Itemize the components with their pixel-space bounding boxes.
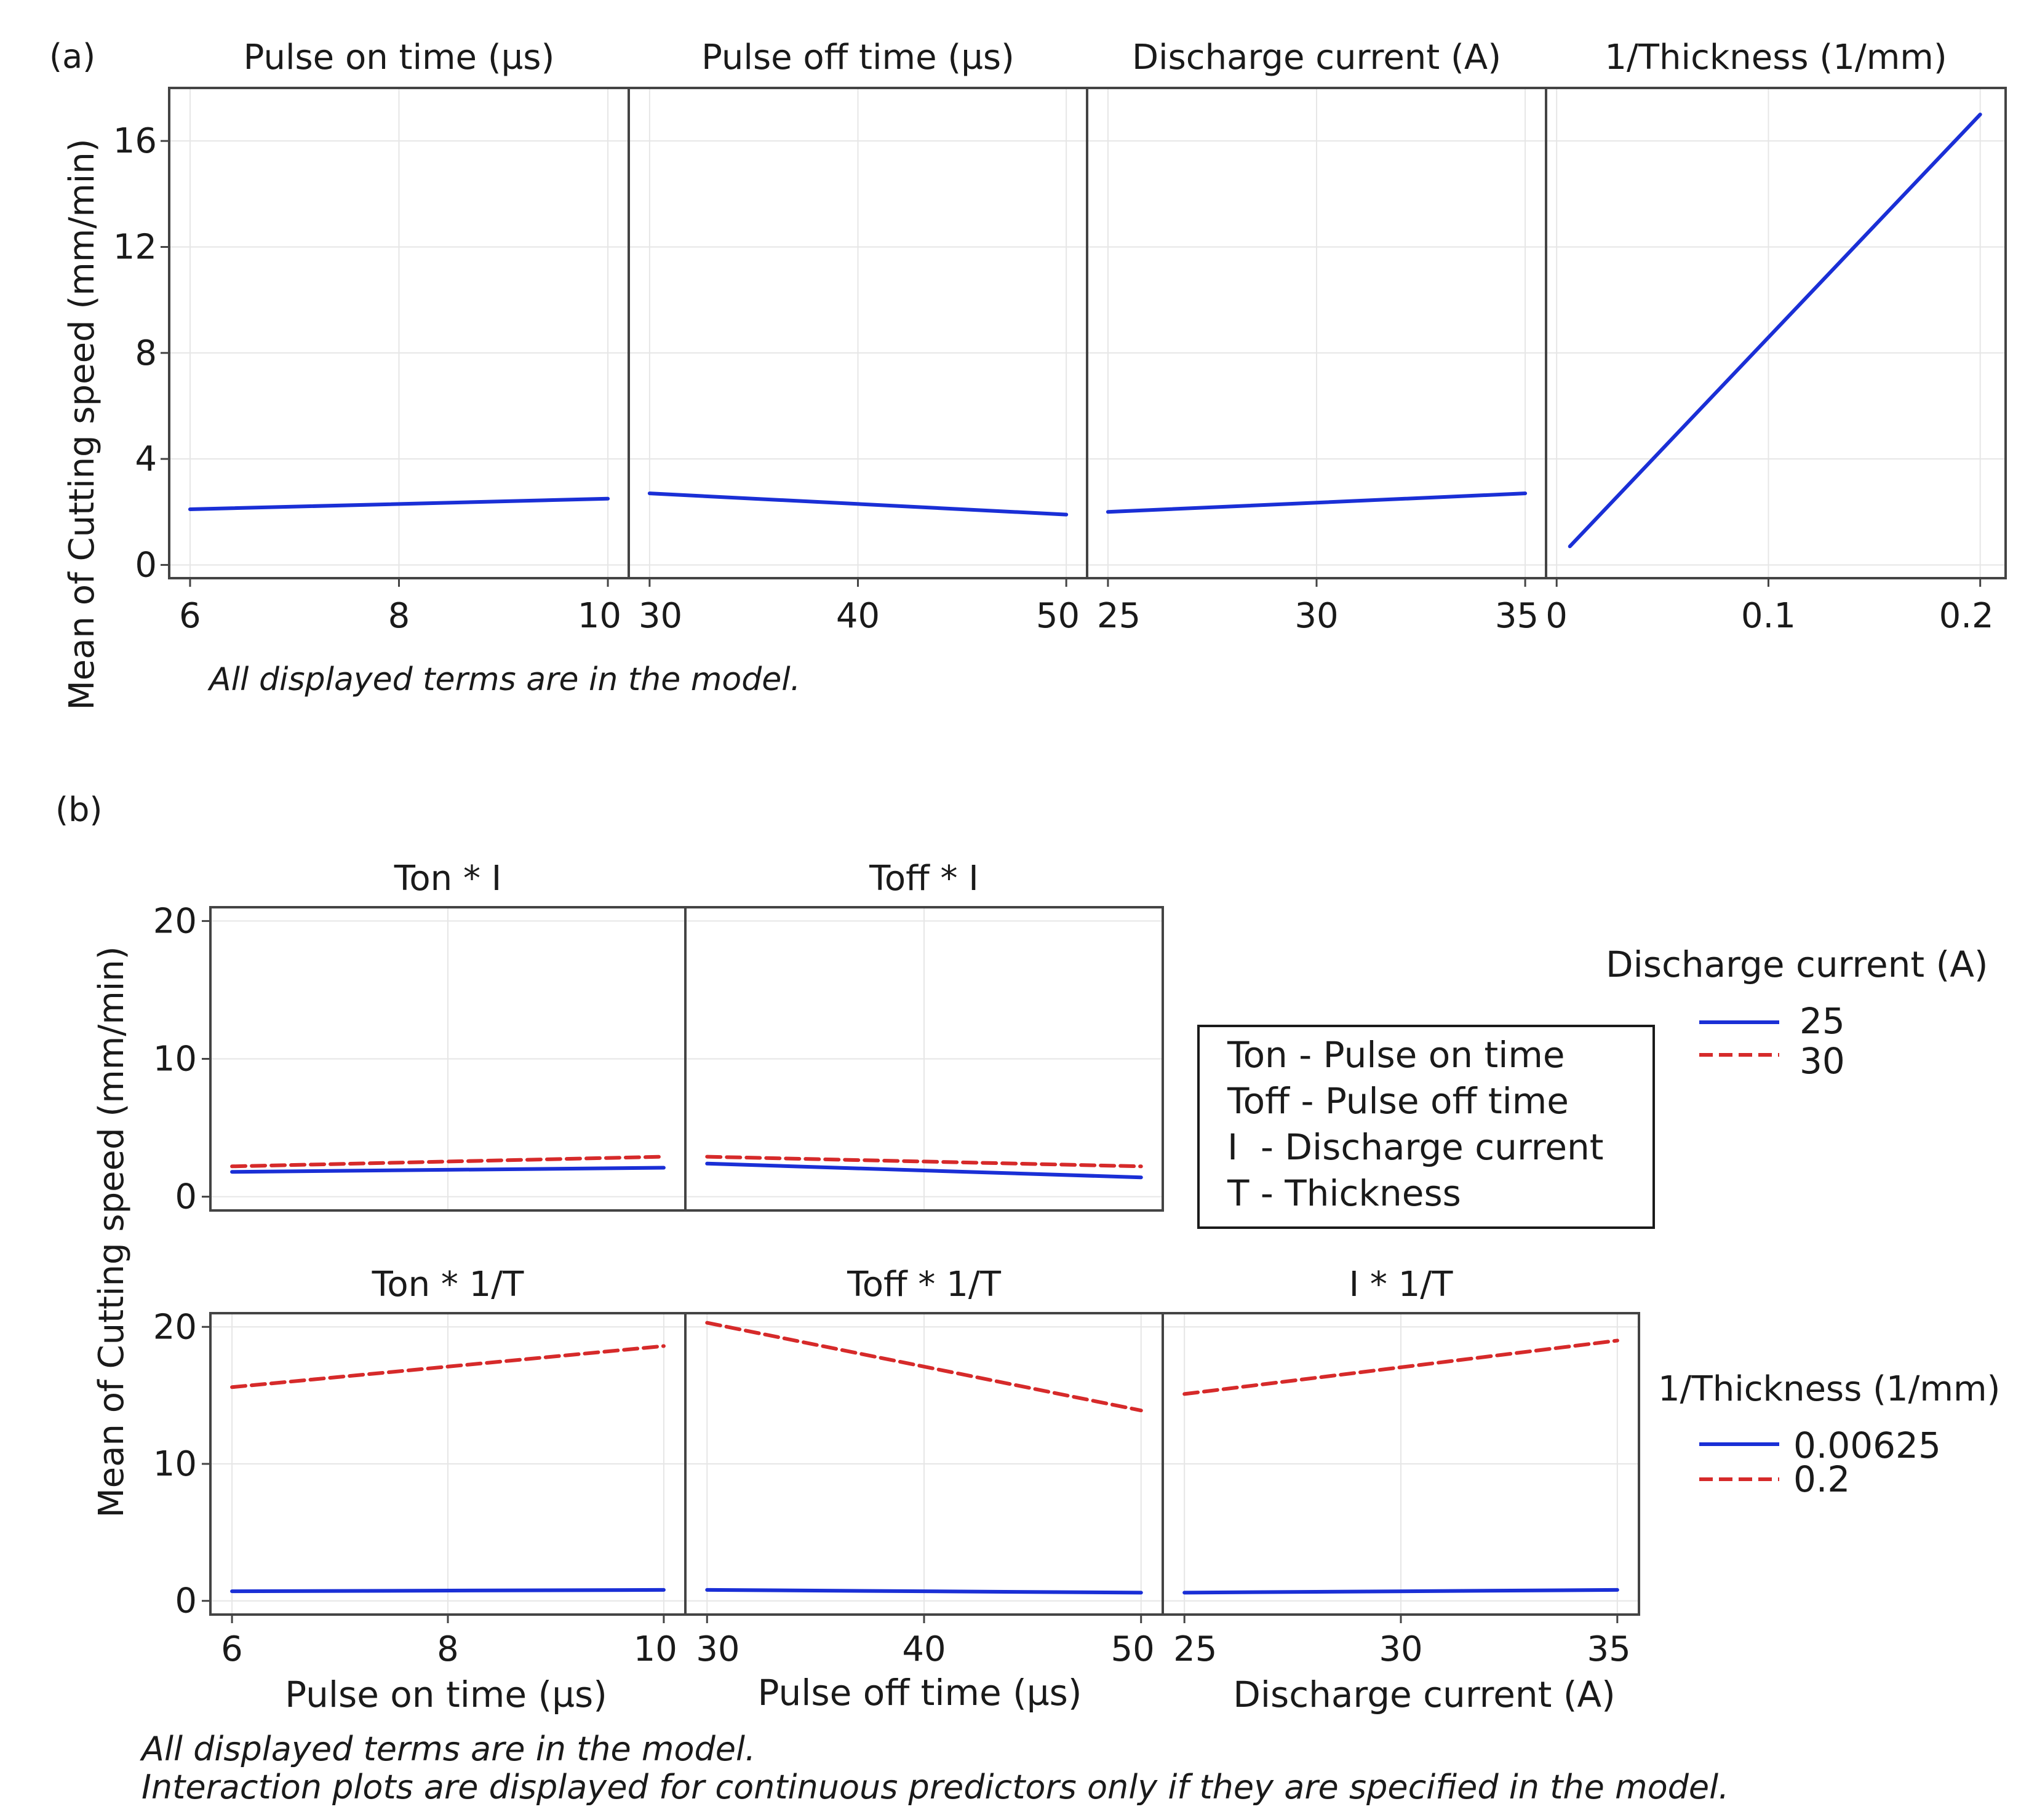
- panel-toff-i: Toff * I: [684, 859, 1164, 1212]
- y-tick-label: 8: [135, 333, 157, 373]
- panel-title: Pulse on time (µs): [244, 38, 555, 77]
- xlabel-b-2: Pulse off time (µs): [758, 1672, 1082, 1714]
- x-tick-label: 35: [1587, 1629, 1631, 1669]
- panel-ton-i: Ton * I 0 10 20: [153, 859, 687, 1217]
- x-tick-label: 40: [836, 596, 880, 636]
- series-line-0.00625: [705, 1588, 1143, 1595]
- y-tick-label: 12: [113, 227, 157, 267]
- legend-label-30: 30: [1800, 1040, 1845, 1082]
- legend-title-discharge-current: Discharge current (A): [1606, 944, 1988, 985]
- x-tick-label: 30: [1294, 596, 1338, 636]
- series-line-cutting-speed: [1106, 491, 1528, 514]
- x-tick-label: 6: [221, 1629, 243, 1669]
- panel-title: Ton * I: [394, 859, 502, 899]
- x-tick-label: 30: [1379, 1629, 1422, 1669]
- x-tick-label: 10: [634, 1629, 677, 1669]
- panel-title: I * 1/T: [1349, 1265, 1454, 1305]
- y-tick-label: 0: [135, 545, 157, 585]
- abbrev-toff: Toff - Pulse off time: [1227, 1080, 1569, 1122]
- x-tick-label: 0.2: [1939, 596, 1994, 636]
- legend-thickness: 1/Thickness (1/mm) 0.00625 0.2: [1658, 1369, 2000, 1500]
- y-tick-label: 20: [153, 901, 197, 941]
- y-tick-label: 10: [153, 1039, 197, 1079]
- abbrev-t: T - Thickness: [1227, 1172, 1461, 1214]
- abbreviation-legend: Ton - Pulse on time Toff - Pulse off tim…: [1197, 1025, 1655, 1229]
- panel-label-b: (b): [55, 790, 102, 829]
- series-line-0.2: [230, 1344, 666, 1389]
- x-tick-label: 50: [1036, 596, 1080, 636]
- panel-title: Toff * I: [869, 859, 979, 899]
- ylabel-b: Mean of Cutting speed (mm/min): [92, 946, 132, 1517]
- panel-i-1-t: I * 1/T 25 30 35: [1162, 1265, 1640, 1669]
- series-line-0.00625: [230, 1588, 666, 1594]
- panel-frame: [1545, 87, 2007, 579]
- y-tick-label: 4: [135, 439, 157, 479]
- legend-label-0.2: 0.2: [1793, 1458, 1850, 1500]
- x-tick-label: 0: [1545, 596, 1568, 636]
- x-tick-label: 25: [1097, 596, 1141, 636]
- series-line-0.00625: [1182, 1588, 1619, 1595]
- y-tick-label: 0: [175, 1581, 197, 1621]
- panel-label-a: (a): [49, 37, 95, 76]
- panel-title: Ton * 1/T: [372, 1265, 525, 1305]
- note-b-1: All displayed terms are in the model.: [140, 1730, 755, 1768]
- abbreviation-legend-box: [1197, 1025, 1655, 1229]
- y-tick-label: 0: [175, 1177, 197, 1217]
- series-line-cutting-speed: [1568, 113, 1982, 549]
- series-line-25: [705, 1161, 1143, 1180]
- y-tick-label: 16: [113, 121, 157, 161]
- panel-title: Discharge current (A): [1132, 38, 1501, 77]
- legend-label-25: 25: [1800, 1000, 1845, 1042]
- series-line-cutting-speed: [188, 496, 610, 511]
- series-line-0.2: [705, 1321, 1143, 1413]
- main-effects-plot: Pulse on time (µs) 6 8 10 0 4 8 12 16 Pulse off t…: [113, 38, 2007, 636]
- panel-toff-1-t: Toff * 1/T 30 40 50: [684, 1265, 1164, 1669]
- y-tick-label: 10: [153, 1444, 197, 1484]
- x-tick-label: 0.1: [1741, 596, 1796, 636]
- x-tick-label: 25: [1173, 1629, 1217, 1669]
- abbrev-i: I - Discharge current: [1227, 1126, 1604, 1168]
- x-tick-label: 10: [578, 596, 621, 636]
- series-line-30: [705, 1154, 1143, 1169]
- legend-discharge-current: Discharge current (A) 25 30: [1606, 944, 1988, 1082]
- x-tick-label: 40: [902, 1629, 946, 1669]
- panel-ton-1-t: Ton * 1/T 6 8 10 0 10 20: [153, 1265, 687, 1669]
- panel-frame: [684, 906, 1164, 1212]
- panel-title: Toff * 1/T: [847, 1265, 1002, 1305]
- series-line-0.2: [1182, 1338, 1619, 1396]
- panel-title: 1/Thickness (1/mm): [1604, 38, 1947, 77]
- series-line-cutting-speed: [647, 491, 1069, 517]
- note-a: All displayed terms are in the model.: [207, 661, 800, 698]
- panel-pulse-off-time-s: Pulse off time (µs) 30 40 50: [628, 38, 1088, 636]
- xlabel-b-3: Discharge current (A): [1233, 1674, 1616, 1715]
- x-tick-label: 30: [639, 596, 682, 636]
- note-b-2: Interaction plots are displayed for cont…: [142, 1768, 1729, 1806]
- panel-1-thickness-1-mm: 1/Thickness (1/mm) 0 0.1 0.2: [1545, 38, 2007, 636]
- legend-title-thickness: 1/Thickness (1/mm): [1658, 1369, 2000, 1409]
- xlabel-b-1: Pulse on time (µs): [285, 1674, 607, 1715]
- x-tick-label: 35: [1495, 596, 1539, 636]
- x-tick-label: 8: [388, 596, 410, 636]
- x-tick-label: 30: [696, 1629, 739, 1669]
- abbrev-ton: Ton - Pulse on time: [1227, 1034, 1565, 1076]
- x-tick-label: 8: [437, 1629, 459, 1669]
- y-tick-label: 20: [153, 1307, 197, 1347]
- panel-discharge-current-a: Discharge current (A) 25 30 35: [1086, 38, 1547, 636]
- x-tick-label: 50: [1110, 1629, 1154, 1669]
- ylabel-a: Mean of Cutting speed (mm/min): [62, 138, 102, 710]
- x-tick-label: 6: [179, 596, 201, 636]
- panel-pulse-on-time-s: Pulse on time (µs) 6 8 10 0 4 8 12 16: [113, 38, 630, 636]
- panel-title: Pulse off time (µs): [701, 38, 1015, 77]
- series-line-25: [230, 1166, 666, 1174]
- series-line-30: [230, 1154, 666, 1169]
- legend-label-0.00625: 0.00625: [1793, 1425, 1941, 1466]
